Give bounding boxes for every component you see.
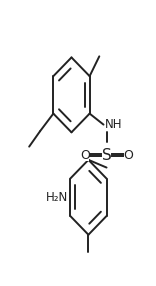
- Text: H₂N: H₂N: [46, 191, 68, 204]
- Bar: [102, 148, 111, 162]
- Bar: [124, 150, 131, 160]
- Text: S: S: [102, 148, 111, 162]
- Text: O: O: [123, 148, 133, 162]
- Bar: [82, 150, 89, 160]
- Text: O: O: [80, 148, 90, 162]
- Text: NH: NH: [105, 118, 123, 131]
